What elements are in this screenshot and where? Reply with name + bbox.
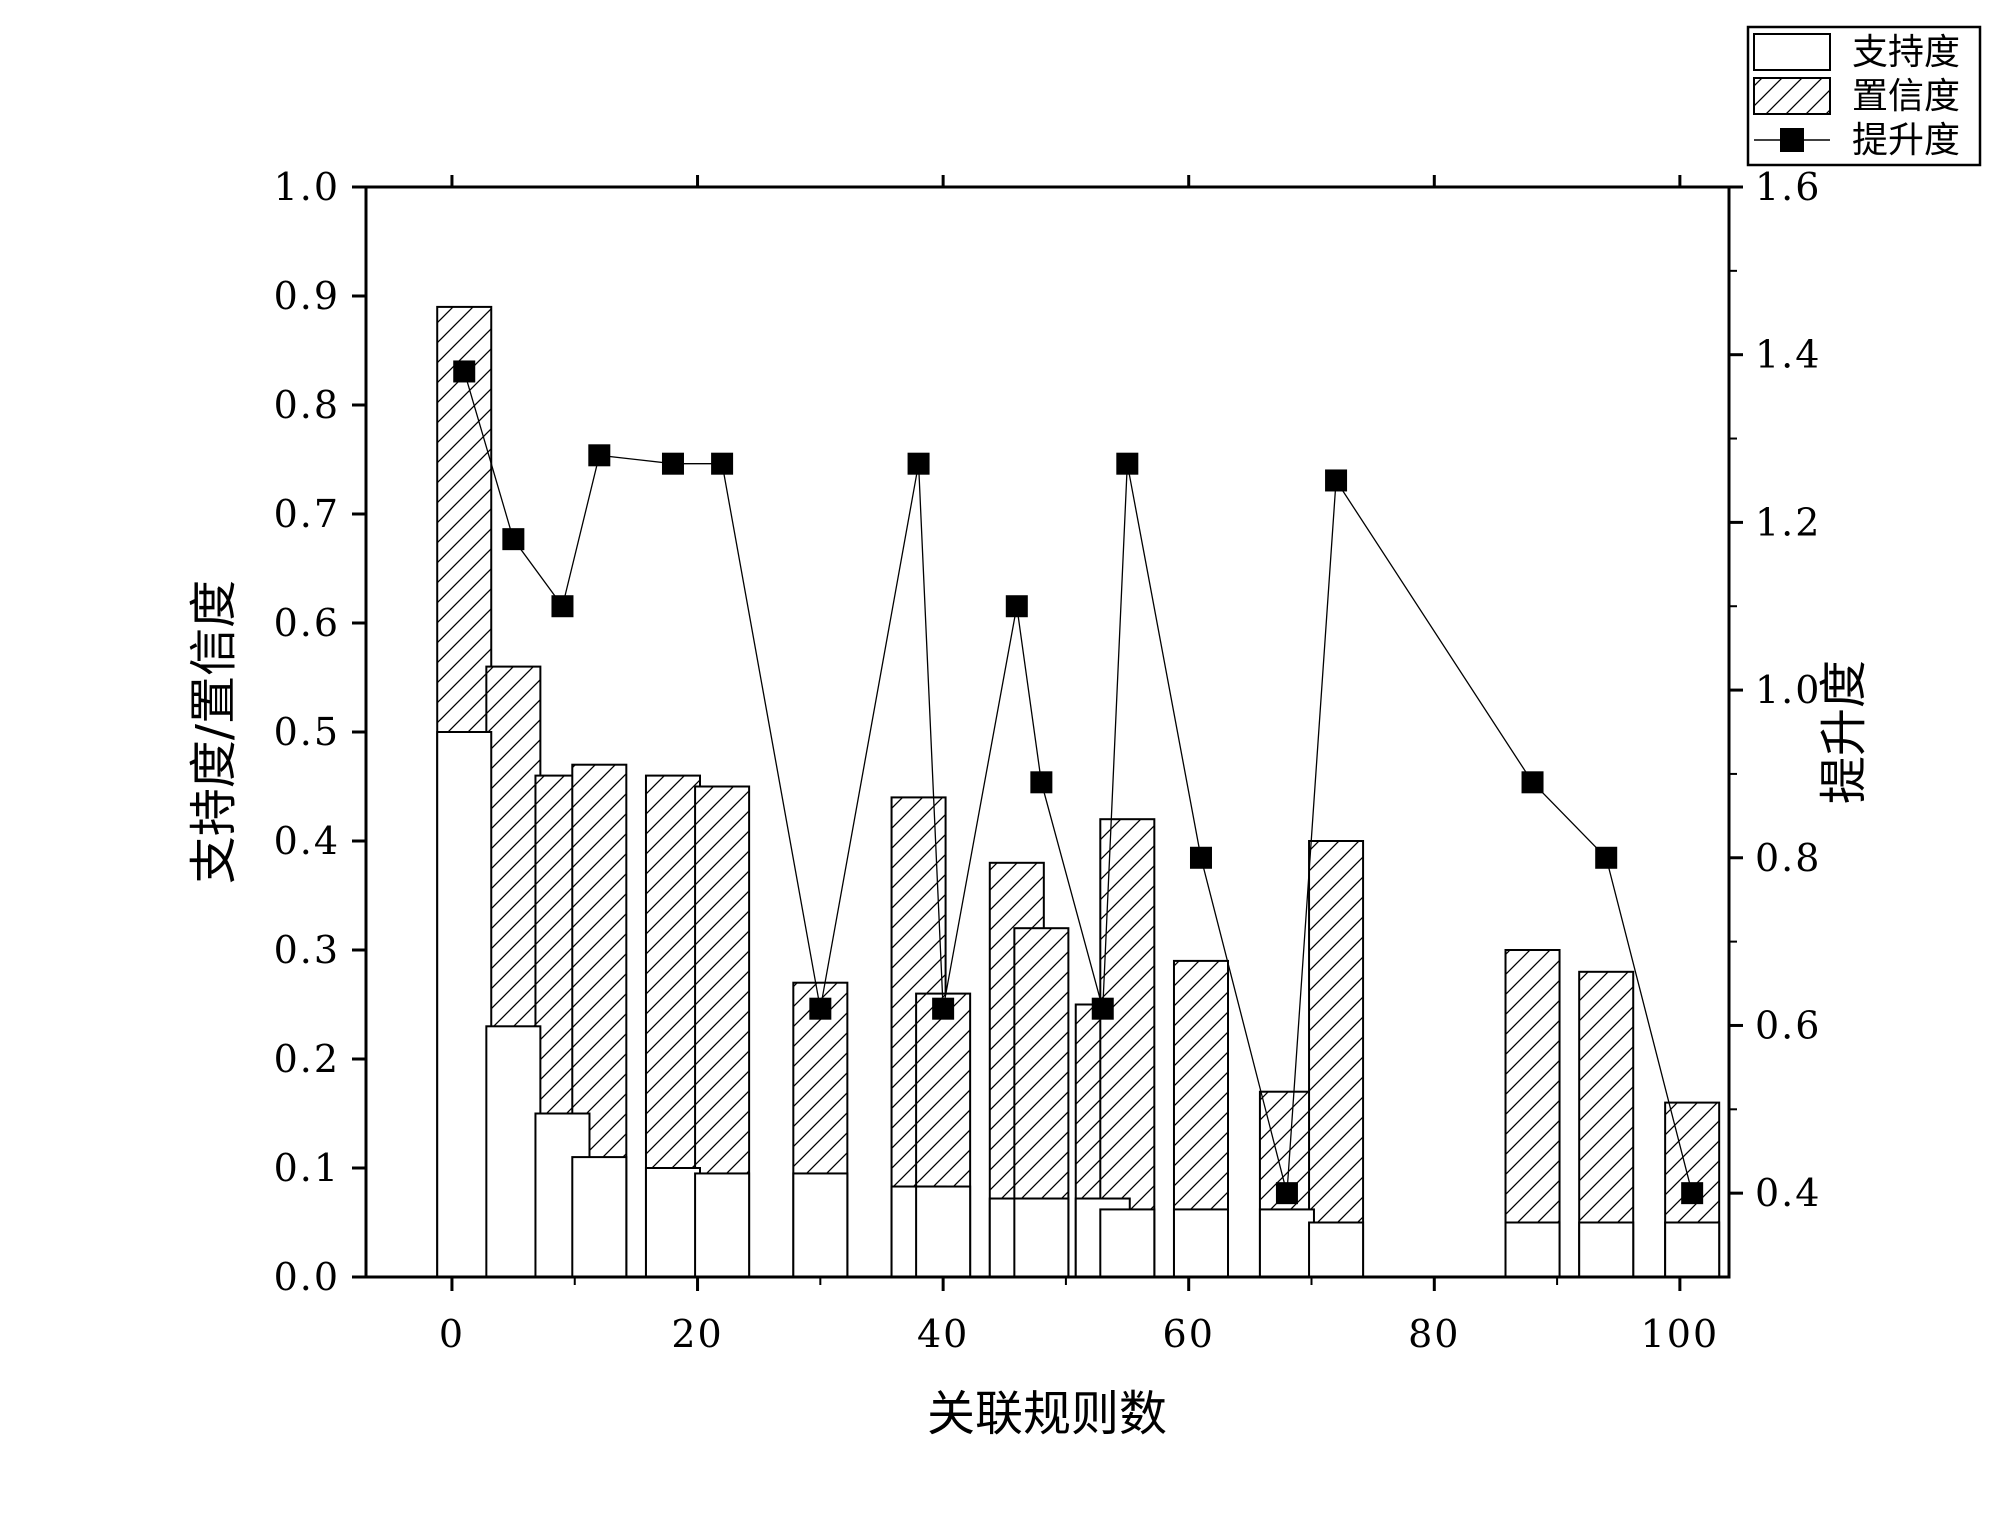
x-tick-label: 20 <box>671 1312 723 1356</box>
lift-marker <box>1681 1182 1704 1205</box>
lift-marker <box>502 528 525 551</box>
legend-support-swatch <box>1753 33 1831 71</box>
legend-lift-label: 提升度 <box>1852 120 1960 161</box>
lift-marker <box>1521 771 1544 794</box>
right-y-tick-label: 0.4 <box>1755 1171 1821 1215</box>
legend-support-label: 支持度 <box>1852 32 1960 73</box>
right-y-axis-title: 提升度 <box>1816 660 1872 804</box>
right-y-tick-label: 1.0 <box>1755 668 1821 712</box>
lift-marker <box>1595 846 1618 869</box>
lift-marker <box>1005 595 1028 618</box>
support-bar <box>694 1172 751 1278</box>
confidence-bar <box>1308 840 1365 1278</box>
right-y-tick-label: 1.6 <box>1755 165 1821 209</box>
legend-confidence-swatch <box>1753 77 1831 115</box>
left-y-tick-label: 0.1 <box>274 1146 340 1190</box>
left-y-tick-label: 0.6 <box>274 601 340 645</box>
x-axis-title: 关联规则数 <box>927 1386 1167 1442</box>
lift-marker <box>1091 997 1114 1020</box>
lift-marker <box>1275 1182 1298 1205</box>
support-bar <box>915 1185 972 1279</box>
left-y-tick-label: 0.0 <box>274 1255 340 1299</box>
x-tick-label: 80 <box>1408 1312 1460 1356</box>
lift-marker <box>453 360 476 383</box>
left-y-tick-label: 0.2 <box>274 1037 340 1081</box>
legend-lift-marker <box>1780 128 1804 152</box>
left-y-axis-title: 支持度/置信度 <box>186 580 242 884</box>
lift-marker <box>907 452 930 475</box>
lift-marker <box>1030 771 1053 794</box>
lift-marker <box>711 452 734 475</box>
lift-marker <box>809 997 832 1020</box>
lift-marker <box>1189 846 1212 869</box>
right-y-tick-label: 0.6 <box>1755 1003 1821 1047</box>
support-bar <box>1172 1208 1230 1279</box>
lift-marker <box>1325 469 1348 492</box>
x-tick-label: 100 <box>1641 1312 1720 1356</box>
support-bar <box>1308 1221 1365 1278</box>
lift-marker <box>1116 452 1139 475</box>
right-y-tick-label: 1.2 <box>1755 500 1821 544</box>
left-y-tick-label: 0.7 <box>274 492 340 536</box>
support-bar <box>485 1025 542 1279</box>
left-y-tick-label: 0.3 <box>274 928 340 972</box>
left-y-tick-label: 1.0 <box>274 165 340 209</box>
support-bar <box>1504 1221 1561 1278</box>
support-bar <box>1013 1197 1070 1279</box>
axes: 0 20 40 60 80 100 0.0 0.1 0.2 0.3 0.4 0.5 0.6 0.7 0.8 0… <box>274 165 1821 1356</box>
x-tick-label: 60 <box>1163 1312 1215 1356</box>
support-bar <box>1258 1208 1315 1279</box>
lift-marker <box>932 997 955 1020</box>
right-y-tick-label: 1.4 <box>1755 333 1821 377</box>
support-bar <box>571 1156 628 1278</box>
left-y-tick-label: 0.8 <box>274 383 340 427</box>
lift-marker <box>588 444 611 467</box>
x-tick-label: 0 <box>439 1312 465 1356</box>
support-bars <box>436 731 1721 1279</box>
support-bar <box>792 1172 849 1278</box>
x-tick-label: 40 <box>917 1312 969 1356</box>
lift-series <box>453 360 1704 1205</box>
left-y-tick-label: 0.9 <box>274 274 340 318</box>
support-bar <box>644 1167 701 1278</box>
support-bar <box>1664 1221 1721 1278</box>
support-bar <box>1099 1208 1156 1279</box>
left-y-tick-label: 0.4 <box>274 819 340 863</box>
legend: 支持度 置信度 提升度 <box>1746 25 1982 167</box>
lift-marker <box>661 452 684 475</box>
support-bar <box>436 731 493 1278</box>
support-bar <box>1578 1221 1635 1278</box>
lift-marker <box>551 595 574 618</box>
legend-confidence-label: 置信度 <box>1852 76 1960 117</box>
left-y-tick-label: 0.5 <box>274 710 340 754</box>
right-y-tick-label: 0.8 <box>1755 836 1821 880</box>
